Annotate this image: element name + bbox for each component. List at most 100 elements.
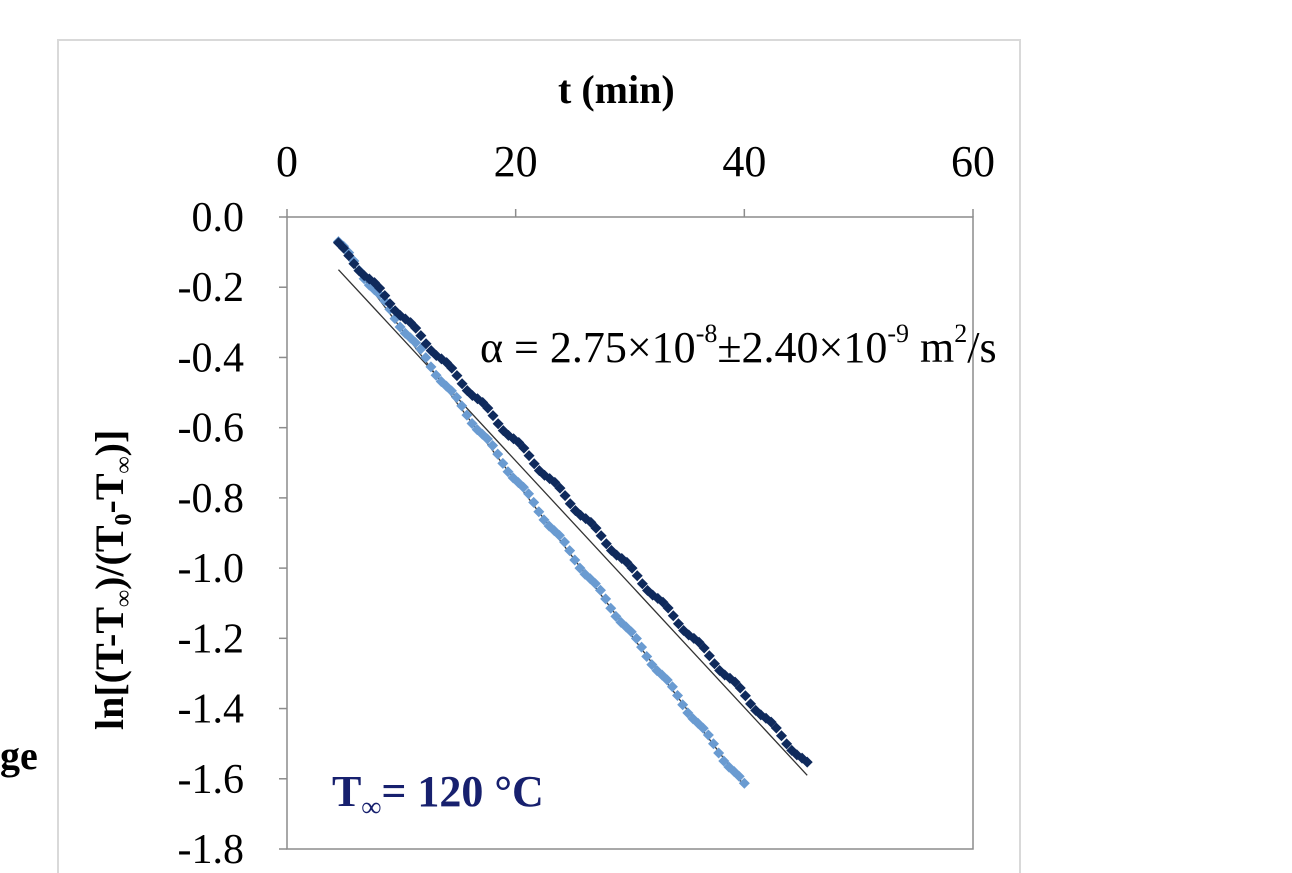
x-tick-label: 40: [722, 137, 766, 186]
data-point: [430, 369, 442, 381]
data-point: [456, 378, 468, 390]
data-point: [574, 562, 586, 574]
data-point: [636, 578, 648, 590]
y-tick-label: -1.8: [178, 827, 245, 873]
data-point: [569, 554, 581, 566]
y-tick-label: -1.2: [178, 616, 245, 662]
data-point: [517, 481, 529, 493]
data-point: [384, 298, 396, 310]
data-point: [518, 442, 530, 454]
data-point: [415, 330, 427, 342]
data-point: [600, 538, 612, 550]
partial-label-fragment: ge: [0, 733, 38, 778]
data-point: [348, 258, 360, 270]
y-tick-label: 0.0: [192, 195, 245, 241]
data-point: [502, 466, 514, 478]
data-point: [379, 290, 391, 302]
data-point: [374, 282, 386, 294]
data-point: [775, 730, 787, 742]
data-point: [497, 457, 509, 469]
data-point: [553, 529, 565, 541]
data-point: [745, 698, 757, 710]
data-point: [492, 418, 504, 430]
y-tick-label: -0.4: [178, 335, 245, 381]
data-point: [594, 584, 606, 596]
data-point: [461, 409, 473, 421]
x-tick-labels: 0 20 40 60: [276, 137, 995, 186]
series-points: [332, 236, 813, 789]
data-point: [672, 689, 684, 701]
data-point: [523, 450, 535, 462]
data-point: [626, 562, 638, 574]
data-point: [630, 633, 642, 645]
alpha-annotation: α = 2.75×10-8±2.40×10-9 m2/s: [480, 319, 997, 373]
y-tick-label: -1.4: [178, 687, 245, 733]
data-point: [554, 482, 566, 494]
data-point: [456, 400, 468, 412]
data-point: [564, 498, 576, 510]
data-point: [698, 642, 710, 654]
data-point: [595, 530, 607, 542]
data-point: [636, 641, 648, 653]
data-point: [661, 674, 673, 686]
chart-area-border: [57, 39, 1021, 873]
y-tick-labels: 0.0 -0.2 -0.4 -0.6 -0.8 -1.0 -1.2 -1.4 -1.6 -1.8: [178, 195, 245, 873]
data-point: [538, 514, 550, 526]
data-point: [481, 433, 493, 445]
data-point: [487, 410, 499, 422]
data-point: [420, 338, 432, 350]
fit-line: [337, 269, 808, 776]
data-point: [600, 593, 612, 605]
data-point: [667, 610, 679, 622]
y-tick-label: -0.8: [178, 476, 245, 522]
data-point: [646, 659, 658, 671]
data-point: [729, 676, 741, 688]
data-point: [487, 440, 499, 452]
data-point: [482, 402, 494, 414]
data-point: [492, 448, 504, 460]
data-point: [451, 370, 463, 382]
data-point: [718, 755, 730, 767]
axis-ticks: [279, 209, 974, 850]
y-tick-label: -0.6: [178, 406, 245, 452]
data-point: [641, 650, 653, 662]
data-point: [425, 361, 437, 373]
temperature-condition-label: T∞= 120 °C: [332, 767, 544, 823]
data-point: [451, 391, 463, 403]
data-point: [765, 716, 777, 728]
data-point: [410, 322, 422, 334]
data-point: [590, 522, 602, 534]
plot-area: [286, 216, 974, 850]
data-point: [739, 690, 751, 702]
data-point: [528, 458, 540, 470]
data-point: [672, 618, 684, 630]
data-point: [394, 321, 406, 333]
data-point: [702, 729, 714, 741]
data-point: [713, 747, 725, 759]
data-point: [770, 722, 782, 734]
data-point: [610, 610, 622, 622]
data-point: [559, 536, 571, 548]
x-axis-title: t (min): [558, 67, 675, 112]
data-point: [703, 650, 715, 662]
data-point: [559, 490, 571, 502]
y-tick-label: -0.2: [178, 265, 245, 311]
data-point: [682, 707, 694, 719]
data-point: [338, 242, 350, 254]
data-point: [533, 506, 545, 518]
x-tick-label: 0: [276, 137, 298, 186]
data-point: [666, 681, 678, 693]
data-point: [662, 602, 674, 614]
data-point: [564, 545, 576, 557]
data-point: [420, 352, 432, 364]
data-point: [708, 658, 720, 670]
data-point: [466, 417, 478, 429]
data-point: [528, 496, 540, 508]
y-axis-title: ln[(T-T∞)/(T0-T∞)]: [87, 429, 137, 730]
data-point: [738, 777, 750, 789]
y-tick-label: -1.0: [178, 546, 245, 592]
data-point: [708, 738, 720, 750]
data-point: [734, 682, 746, 694]
data-point: [677, 699, 689, 711]
